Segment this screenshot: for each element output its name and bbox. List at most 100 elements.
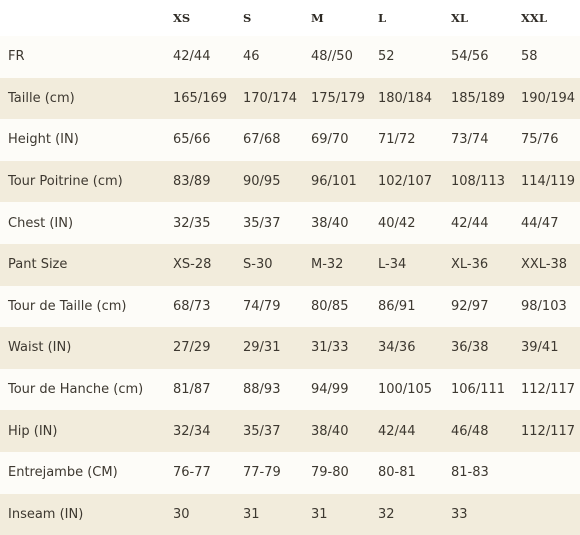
table-cell: 83/89 (173, 174, 211, 190)
table-row: Tour Poitrine (cm) 83/89 90/95 96/101 102/10… (0, 160, 580, 203)
row-label: Tour Poitrine (cm) (8, 174, 123, 190)
table-cell: 32/35 (173, 215, 211, 231)
table-cell: 42/44 (173, 49, 211, 65)
table-cell: 34/36 (378, 340, 416, 356)
table-row: Height (IN) 65/66 67/68 69/70 71/72 73/74 75/7… (0, 119, 580, 161)
table-cell: 32/34 (173, 423, 211, 439)
table-cell: 69/70 (311, 132, 349, 148)
table-row: Tour de Hanche (cm) 81/87 88/93 94/99 100/10… (0, 368, 580, 411)
row-label: Waist (IN) (8, 340, 72, 356)
table-cell: 31 (311, 506, 328, 522)
table-row: Hip (IN) 32/34 35/37 38/40 42/44 46/48 112/117 (0, 410, 580, 452)
table-cell: S-30 (243, 257, 273, 273)
row-label: Tour de Hanche (cm) (8, 382, 144, 398)
row-label: Height (IN) (8, 132, 79, 148)
table-cell: 42/44 (451, 215, 489, 231)
header-size-xl: XL (451, 11, 469, 25)
table-cell: 73/74 (451, 132, 489, 148)
header-corner (0, 0, 165, 36)
table-cell: 46 (243, 49, 260, 65)
table-cell: 98/103 (521, 298, 567, 314)
table-row: Taille (cm) 165/169 170/174 175/179 180/184 1… (0, 77, 580, 120)
table-cell: 175/179 (311, 90, 366, 106)
table-cell: 46/48 (451, 423, 489, 439)
table-cell: 42/44 (378, 423, 416, 439)
row-label: FR (8, 49, 25, 65)
table-cell: 190/194 (521, 90, 576, 106)
table-cell: XS-28 (173, 257, 212, 273)
table-cell: 74/79 (243, 298, 281, 314)
table-cell: 80-81 (378, 465, 416, 481)
table-cell: 30 (173, 506, 190, 522)
table-cell: 32 (378, 506, 395, 522)
header-size-s: S (243, 11, 252, 25)
table-cell: 31/33 (311, 340, 349, 356)
table-cell: 48//50 (311, 49, 353, 65)
table-cell: 79-80 (311, 465, 349, 481)
table-cell: 38/40 (311, 215, 349, 231)
row-label: Chest (IN) (8, 215, 74, 231)
table-cell: XL-36 (451, 257, 489, 273)
table-cell: 39/41 (521, 340, 559, 356)
table-body: FR 42/44 46 48//50 52 54/56 58 Taille (cm) 165/1… (0, 36, 580, 535)
table-cell: 58 (521, 49, 538, 65)
table-cell: 77-79 (243, 465, 281, 481)
table-cell: 100/105 (378, 382, 433, 398)
header-size-l: L (378, 11, 387, 25)
row-label: Tour de Taille (cm) (8, 298, 127, 314)
header-size-xs: XS (173, 11, 191, 25)
table-cell: 88/93 (243, 382, 281, 398)
table-row: Waist (IN) 27/29 29/31 31/33 34/36 36/38 39/41 (0, 327, 580, 369)
table-cell: 38/40 (311, 423, 349, 439)
table-cell: 68/73 (173, 298, 211, 314)
table-cell: 44/47 (521, 215, 559, 231)
table-cell: XXL-38 (521, 257, 568, 273)
header-row: XS S M L XL XXL (0, 0, 580, 36)
table-cell: 90/95 (243, 174, 281, 190)
table-cell: 81/87 (173, 382, 211, 398)
row-label: Taille (cm) (8, 90, 75, 106)
table-cell: 170/174 (243, 90, 298, 106)
table-cell: 96/101 (311, 174, 357, 190)
table-cell: 81-83 (451, 465, 489, 481)
table-cell: 94/99 (311, 382, 349, 398)
table-cell: M-32 (311, 257, 344, 273)
table-cell: 40/42 (378, 215, 416, 231)
table-cell: 65/66 (173, 132, 211, 148)
table-cell: 35/37 (243, 215, 281, 231)
row-label: Inseam (IN) (8, 506, 84, 522)
table-cell: 102/107 (378, 174, 433, 190)
table-cell: 36/38 (451, 340, 489, 356)
table-cell: 86/91 (378, 298, 416, 314)
table-cell (513, 452, 580, 494)
table-cell: 52 (378, 49, 395, 65)
table-cell: 185/189 (451, 90, 506, 106)
table-row: Entrejambe (CM) 76-77 77-79 79-80 80-81 81-83 (0, 451, 580, 494)
table-cell: 67/68 (243, 132, 281, 148)
table-row: Inseam (IN) 30 31 31 32 33 (0, 493, 580, 535)
table-cell: 35/37 (243, 423, 281, 439)
table-row: Tour de Taille (cm) 68/73 74/79 80/85 86/91 9… (0, 285, 580, 328)
table-cell: 165/169 (173, 90, 228, 106)
row-label: Hip (IN) (8, 423, 58, 439)
table-cell: 75/76 (521, 132, 559, 148)
table-cell: 106/111 (451, 382, 506, 398)
table-cell: 54/56 (451, 49, 489, 65)
table-cell: 29/31 (243, 340, 281, 356)
row-label: Pant Size (8, 257, 68, 273)
table-cell: 92/97 (451, 298, 489, 314)
table-cell: 114/119 (521, 174, 576, 190)
table-cell: 31 (243, 506, 260, 522)
table-cell: 76-77 (173, 465, 211, 481)
table-cell: 112/117 (521, 382, 576, 398)
table-cell: L-34 (378, 257, 407, 273)
header-size-xxl: XXL (521, 11, 547, 25)
table-cell: 112/117 (521, 423, 576, 439)
table-cell: 180/184 (378, 90, 433, 106)
table-cell: 33 (451, 506, 468, 522)
table-row: FR 42/44 46 48//50 52 54/56 58 (0, 36, 580, 78)
table-cell: 27/29 (173, 340, 211, 356)
table-row: Pant Size XS-28 S-30 M-32 L-34 XL-36 XXL-38 (0, 243, 580, 286)
table-cell: 108/113 (451, 174, 506, 190)
